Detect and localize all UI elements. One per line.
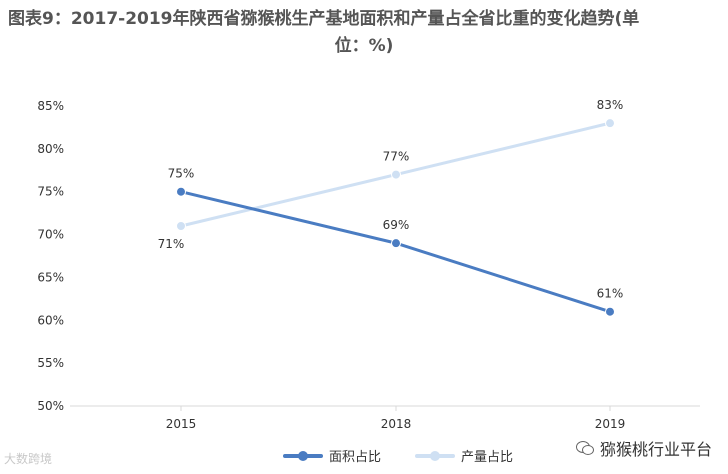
data-label: 83% — [597, 98, 624, 112]
y-tick-label: 80% — [37, 142, 64, 156]
legend-item-output: 产量占比 — [415, 446, 513, 465]
data-label: 75% — [168, 167, 195, 181]
y-tick-label: 85% — [37, 99, 64, 113]
y-tick-label: 65% — [37, 270, 64, 284]
data-label: 77% — [383, 150, 410, 164]
data-point — [605, 306, 615, 317]
data-label: 61% — [597, 287, 624, 301]
y-tick-label: 60% — [37, 313, 64, 327]
y-tick-label: 50% — [37, 399, 64, 413]
y-tick-label: 55% — [37, 356, 64, 370]
watermark-right-text: 猕猴桃行业平台 — [599, 440, 712, 459]
y-tick-label: 75% — [37, 185, 64, 199]
legend-label-area: 面积占比 — [329, 450, 382, 465]
legend-swatch-area — [283, 450, 323, 461]
data-label: 71% — [158, 237, 185, 251]
legend-item-area: 面积占比 — [283, 446, 381, 465]
y-tick-label: 70% — [37, 228, 64, 242]
chart-title: 图表9：2017-2019年陕西省猕猴桃生产基地面积和产量占全省比重的变化趋势(… — [8, 6, 720, 60]
data-point — [176, 221, 186, 231]
legend-label-output: 产量占比 — [461, 450, 514, 465]
watermark-left: 大数跨境 — [4, 450, 52, 467]
x-tick-label: 2019 — [595, 417, 626, 431]
x-tick-label: 2015 — [166, 417, 197, 431]
data-label: 69% — [383, 218, 410, 232]
watermark-left-text: 大数跨境 — [4, 452, 53, 466]
chart-title-line1: 图表9：2017-2019年陕西省猕猴桃生产基地面积和产量占全省比重的变化趋势(… — [8, 9, 640, 29]
legend-swatch-output — [415, 450, 456, 461]
data-point — [391, 238, 401, 249]
data-point — [391, 169, 401, 180]
data-point — [176, 186, 186, 197]
chart-legend: 面积占比 产量占比 — [283, 446, 513, 465]
x-tick-label: 2018 — [381, 417, 412, 431]
watermark-right: 猕猴桃行业平台 — [575, 436, 712, 460]
chart-title-line2: 位：%) — [334, 36, 394, 56]
data-point — [605, 118, 615, 129]
wechat-icon — [575, 441, 594, 455]
